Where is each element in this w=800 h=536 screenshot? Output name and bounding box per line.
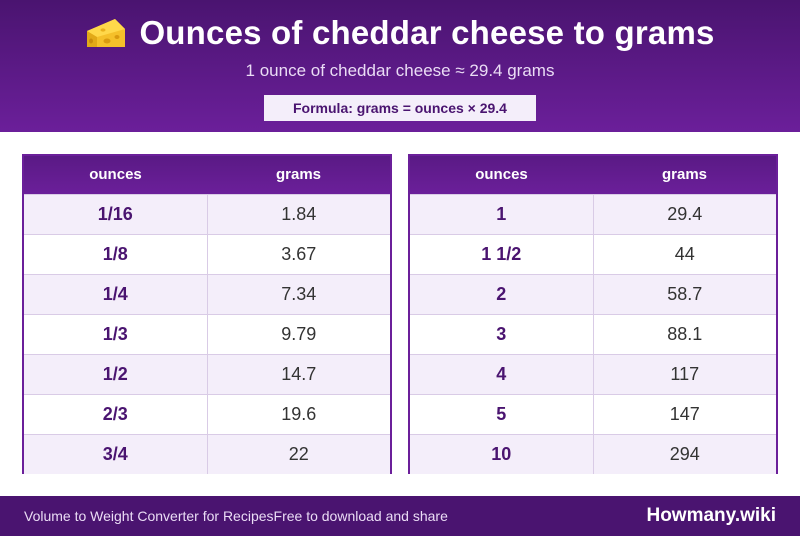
table-row: 1/16 1.84 <box>24 194 390 234</box>
ounces-cell: 3 <box>410 315 594 354</box>
grams-cell: 1.84 <box>281 204 317 224</box>
grams-cell: 14.7 <box>281 364 317 384</box>
ounces-cell: 10 <box>410 435 594 474</box>
ounces-cell: 1/4 <box>24 275 208 314</box>
footer-tagline: Volume to Weight Converter for RecipesFr… <box>24 508 448 524</box>
table-row: 1/4 7.34 <box>24 274 390 314</box>
conversion-table-right: ounces grams 1 29.4 1 1/2 44 2 58.7 3 88.1 4… <box>408 154 778 474</box>
grams-cell: 147 <box>669 404 700 424</box>
table-row: 1/3 9.79 <box>24 314 390 354</box>
title-row: Ounces of cheddar cheese to grams <box>0 14 800 52</box>
column-header-ounces: ounces <box>89 166 142 183</box>
grams-cell: 117 <box>670 364 700 384</box>
conversion-table-left: ounces grams 1/16 1.84 1/8 3.67 1/4 7.34 1/… <box>22 154 392 474</box>
table-header: ounces grams <box>24 156 390 194</box>
ounces-cell: 1 <box>410 195 594 234</box>
grams-cell: 3.67 <box>281 244 317 264</box>
table-row: 1/8 3.67 <box>24 234 390 274</box>
ounces-cell: 1/8 <box>24 235 208 274</box>
page-title: Ounces of cheddar cheese to grams <box>139 14 715 51</box>
grams-cell: 19.6 <box>281 404 317 424</box>
grams-cell: 44 <box>674 244 695 264</box>
header: Ounces of cheddar cheese to grams 1 ounc… <box>0 0 800 132</box>
grams-cell: 22 <box>288 444 309 464</box>
ounces-cell: 1/16 <box>24 195 208 234</box>
table-row: 10 294 <box>410 434 776 474</box>
table-body: 1 29.4 1 1/2 44 2 58.7 3 88.1 4 117 5 147 10 29… <box>410 194 776 474</box>
table-header: ounces grams <box>410 156 776 194</box>
table-row: 2 58.7 <box>410 274 776 314</box>
footer: Volume to Weight Converter for RecipesFr… <box>0 496 800 536</box>
ounces-cell: 4 <box>410 355 594 394</box>
table-row: 3 88.1 <box>410 314 776 354</box>
table-row: 2/3 19.6 <box>24 394 390 434</box>
table-row: 4 117 <box>410 354 776 394</box>
column-header-ounces: ounces <box>475 166 528 183</box>
column-header-grams: grams <box>275 166 322 183</box>
ounces-cell: 5 <box>410 395 594 434</box>
table-row: 3/4 22 <box>24 434 390 474</box>
grams-cell: 9.79 <box>281 324 317 344</box>
ounces-cell: 1 1/2 <box>410 235 594 274</box>
ounces-cell: 2/3 <box>24 395 208 434</box>
ounces-cell: 3/4 <box>24 435 208 474</box>
table-row: 1 1/2 44 <box>410 234 776 274</box>
grams-cell: 7.34 <box>281 284 317 304</box>
formula-badge: Formula: grams = ounces × 29.4 <box>264 95 536 121</box>
ounces-cell: 2 <box>410 275 594 314</box>
grams-cell: 58.7 <box>667 284 703 304</box>
table-body: 1/16 1.84 1/8 3.67 1/4 7.34 1/3 9.79 1/2 14.7… <box>24 194 390 474</box>
grams-cell: 294 <box>669 444 700 464</box>
grams-cell: 29.4 <box>667 204 703 224</box>
cheese-icon <box>87 19 126 47</box>
brand-logo-text[interactable]: Howmany.wiki <box>646 505 776 526</box>
table-row: 1/2 14.7 <box>24 354 390 394</box>
table-row: 1 29.4 <box>410 194 776 234</box>
column-header-grams: grams <box>661 166 708 183</box>
ounces-cell: 1/2 <box>24 355 208 394</box>
subtitle: 1 ounce of cheddar cheese ≈ 29.4 grams <box>245 61 555 80</box>
grams-cell: 88.1 <box>667 324 703 344</box>
ounces-cell: 1/3 <box>24 315 208 354</box>
table-row: 5 147 <box>410 394 776 434</box>
